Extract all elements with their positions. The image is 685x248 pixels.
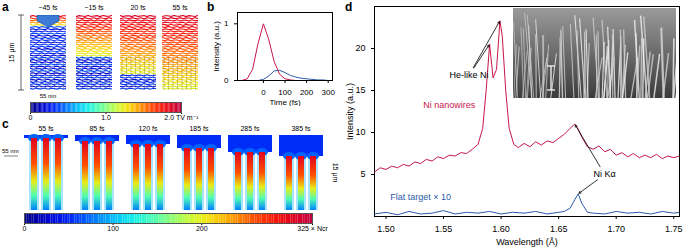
html-text:a: a (2, 0, 9, 14)
svg-text:325 × Ncr: 325 × Ncr (297, 225, 328, 232)
svg-text:2.0 TV m⁻¹: 2.0 TV m⁻¹ (164, 114, 199, 121)
svg-text:1.75: 1.75 (665, 224, 683, 234)
svg-text:0: 0 (23, 225, 27, 232)
svg-text:−15 fs: −15 fs (84, 4, 104, 11)
svg-text:1.55: 1.55 (435, 224, 453, 234)
svg-text:Flat target × 10: Flat target × 10 (390, 192, 451, 202)
svg-text:1.0: 1.0 (101, 114, 111, 121)
svg-text:200: 200 (196, 225, 208, 232)
svg-text:20 fs: 20 fs (130, 4, 146, 11)
svg-text:Ni nanowires: Ni nanowires (423, 100, 476, 110)
html-text:d: d (345, 0, 353, 14)
svg-text:385 fs: 385 fs (291, 125, 311, 132)
svg-text:55 fs: 55 fs (38, 125, 54, 132)
svg-text:85 fs: 85 fs (89, 125, 105, 132)
html-text:c: c (2, 117, 9, 131)
svg-text:1: 1 (224, 19, 229, 28)
svg-text:200: 200 (300, 88, 314, 97)
html-text:b: b (207, 0, 215, 14)
svg-text:55 nm: 55 nm (40, 93, 57, 99)
svg-text:5: 5 (360, 169, 365, 179)
svg-text:He-like Ni: He-like Ni (449, 70, 488, 80)
svg-text:185 fs: 185 fs (189, 125, 209, 132)
svg-text:1.60: 1.60 (492, 224, 510, 234)
svg-text:0: 0 (261, 88, 266, 97)
svg-text:15 μm: 15 μm (331, 163, 339, 183)
svg-text:55 fs: 55 fs (172, 4, 188, 11)
svg-text:Wavelength (Å): Wavelength (Å) (496, 237, 558, 247)
svg-text:15 μm: 15 μm (8, 43, 16, 63)
svg-text:1.50: 1.50 (377, 224, 395, 234)
svg-text:0: 0 (29, 114, 33, 121)
svg-text:100: 100 (278, 88, 292, 97)
svg-text:55 nm: 55 nm (2, 148, 19, 154)
svg-text:15: 15 (355, 85, 365, 95)
svg-text:20: 20 (355, 43, 365, 53)
svg-text:300: 300 (322, 88, 336, 97)
svg-text:Intensity (a.u.): Intensity (a.u.) (212, 21, 221, 72)
svg-text:1.65: 1.65 (550, 224, 568, 234)
svg-text:0: 0 (224, 76, 229, 85)
svg-text:−45 fs: −45 fs (38, 4, 58, 11)
svg-text:285 fs: 285 fs (240, 125, 260, 132)
svg-text:1.70: 1.70 (607, 224, 625, 234)
svg-text:Intensity (a.u.): Intensity (a.u.) (345, 83, 355, 140)
svg-text:120 fs: 120 fs (138, 125, 158, 132)
svg-text:Ni Kα: Ni Kα (594, 169, 616, 179)
svg-text:Time (fs): Time (fs) (269, 98, 301, 107)
svg-text:100: 100 (107, 225, 119, 232)
svg-text:10: 10 (355, 127, 365, 137)
